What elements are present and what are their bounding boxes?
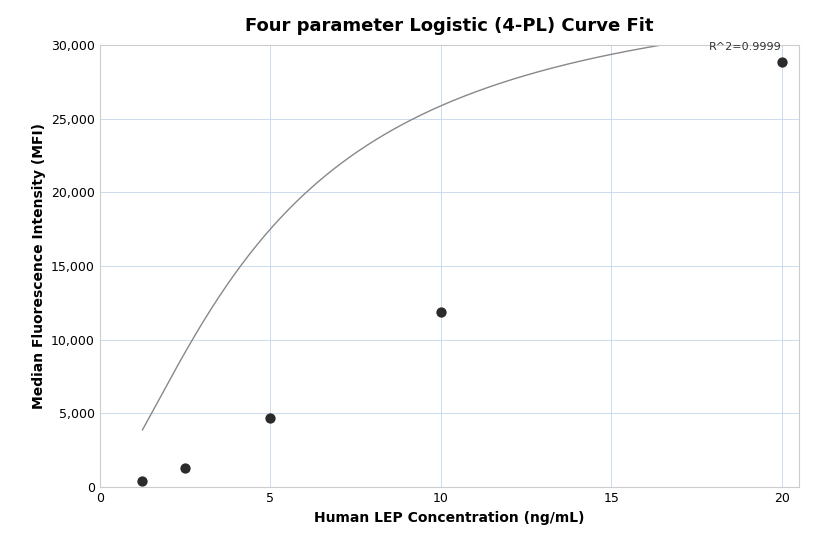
Point [775,58,789,67]
Title: Four parameter Logistic (4-PL) Curve Fit: Four parameter Logistic (4-PL) Curve Fit [245,17,653,35]
Point [136,477,149,486]
Point [434,307,448,316]
Point [178,464,191,473]
X-axis label: Human LEP Concentration (ng/mL): Human LEP Concentration (ng/mL) [314,511,585,525]
Y-axis label: Median Fluorescence Intensity (MFI): Median Fluorescence Intensity (MFI) [32,123,46,409]
Text: R^2=0.9999: R^2=0.9999 [709,42,782,52]
Point [264,413,277,422]
